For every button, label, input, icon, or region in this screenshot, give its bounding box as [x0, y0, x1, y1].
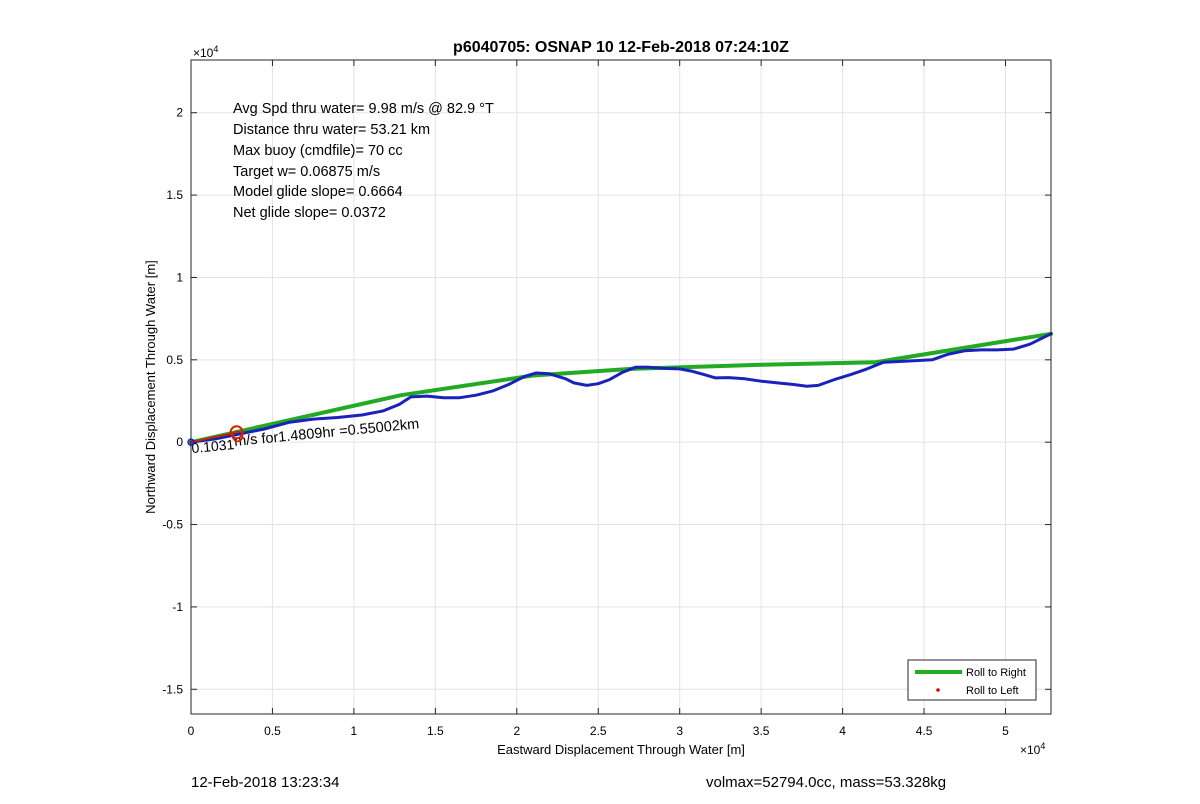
current-end-marker-2: [231, 430, 244, 443]
origin-marker: [187, 438, 195, 446]
y-exponent-label: ×104: [193, 44, 218, 60]
y-tick-label: 1.5: [166, 188, 183, 202]
legend-label-roll-right: Roll to Right: [966, 667, 1026, 679]
y-tick-label: 2: [176, 106, 183, 120]
current-arrow: [187, 425, 244, 446]
x-tick-label: 1.5: [427, 724, 444, 738]
current-end-marker: [229, 425, 244, 440]
current-vector: [190, 431, 237, 444]
y-tick-label: 1: [176, 270, 183, 284]
y-tick-label: -1.5: [162, 682, 183, 696]
annotation-net-glide: Net glide slope= 0.0372: [233, 205, 386, 221]
x-tick-label: 5: [1002, 724, 1009, 738]
trajectory-line: [189, 332, 1053, 444]
annotation-model-glide: Model glide slope= 0.6664: [233, 184, 403, 200]
y-tick-label: 0: [176, 435, 183, 449]
x-tick-label: 0: [188, 724, 195, 738]
legend: Roll to Right Roll to Left: [907, 659, 1037, 701]
stats-annotations: Avg Spd thru water= 9.98 m/s @ 82.9 °T D…: [233, 101, 494, 221]
x-tick-label: 0.5: [264, 724, 281, 738]
x-tick-label: 3: [676, 724, 683, 738]
x-axis-label: Eastward Displacement Through Water [m]: [497, 742, 745, 757]
tick-labels: 0 0.5 1 1.5 2 2.5 3 3.5 4 4.5 5 -1.5 -1 -0.5 0 0.5 1 1.5 2: [162, 60, 1051, 738]
y-axis-label: Northward Displacement Through Water [m]: [143, 260, 158, 514]
footer-volmax-mass: volmax=52794.0cc, mass=53.328kg: [706, 774, 947, 791]
grid-lines: [190, 60, 1051, 714]
annotation-max-buoy: Max buoy (cmdfile)= 70 cc: [233, 143, 403, 159]
annotation-avg-speed: Avg Spd thru water= 9.98 m/s @ 82.9 °T: [233, 101, 494, 117]
legend-label-roll-left: Roll to Left: [966, 685, 1019, 697]
series-layer: [189, 331, 1053, 445]
x-tick-label: 4.5: [916, 724, 933, 738]
plot-area: [191, 60, 1051, 714]
annotation-distance: Distance thru water= 53.21 km: [233, 122, 430, 138]
annotation-target-w: Target w= 0.06875 m/s: [233, 164, 380, 180]
chart-title: p6040705: OSNAP 10 12-Feb-2018 07:24:10Z: [453, 39, 789, 56]
x-tick-label: 3.5: [753, 724, 770, 738]
y-tick-label: -0.5: [162, 518, 183, 532]
legend-swatch-roll-left: [936, 688, 940, 692]
x-tick-label: 1: [351, 724, 358, 738]
current-label-overlap: 0.1031: [191, 436, 235, 456]
y-tick-label: -1: [172, 600, 183, 614]
x-exponent-label: ×104: [1020, 741, 1045, 757]
plot-frame: [190, 59, 1052, 715]
y-tick-label: 0.5: [166, 353, 183, 367]
x-tick-label: 2: [513, 724, 520, 738]
x-tick-label: 4: [839, 724, 846, 738]
x-tick-label: 2.5: [590, 724, 607, 738]
footer-timestamp: 12-Feb-2018 13:23:34: [191, 774, 340, 791]
legend-box: [907, 659, 1037, 701]
